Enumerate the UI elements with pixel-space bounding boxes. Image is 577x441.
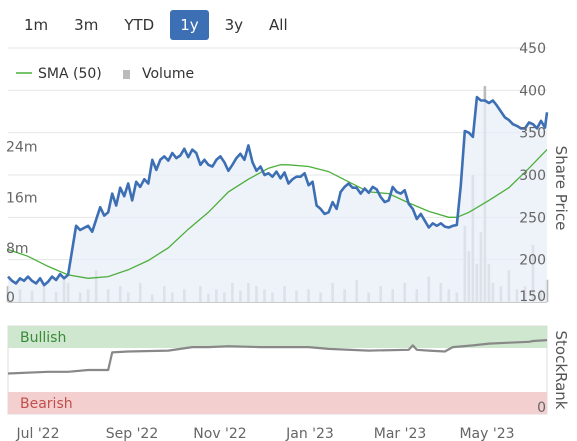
- range-button-3y[interactable]: 3y: [224, 16, 244, 34]
- price-tick-label: 350: [519, 126, 546, 142]
- volume-legend-swatch: [123, 70, 130, 79]
- price-tick-label: 200: [519, 253, 546, 269]
- price-area: [8, 97, 547, 302]
- x-tick-label: May '23: [459, 426, 514, 441]
- volume-tick-label: 8m: [6, 241, 29, 257]
- volume-bar: [6, 286, 10, 302]
- price-line: [7, 95, 549, 287]
- price-tick-label: 150: [519, 289, 546, 305]
- x-tick-label: Sep '22: [106, 426, 159, 441]
- range-button-all[interactable]: All: [269, 16, 288, 34]
- band-bullish: [8, 326, 547, 348]
- price-tick-label: 300: [519, 168, 546, 184]
- x-axis: Jul '22 Sep '22 Nov '22 Jan '23 Mar '23 May '…: [15, 426, 514, 441]
- volume-tick-label: 16m: [6, 190, 37, 206]
- stockrank-axis-label: StockRank: [552, 331, 570, 410]
- stockrank-panel: Bullish Bearish 0: [7, 325, 548, 416]
- volume-legend-label: Volume: [142, 66, 194, 82]
- range-button-3m[interactable]: 3m: [74, 16, 99, 34]
- stockrank-tick-label: 0: [537, 400, 546, 416]
- share-price-series: [7, 95, 549, 287]
- stockrank-series: [7, 339, 548, 375]
- band-label-bearish: Bearish: [20, 396, 73, 412]
- band-bearish: [8, 392, 547, 414]
- band-label-bullish: Bullish: [20, 330, 66, 346]
- range-button-1m[interactable]: 1m: [24, 16, 49, 34]
- x-tick-label: Jul '22: [15, 426, 59, 441]
- share-price-axis-label: Share Price: [552, 146, 570, 231]
- x-tick-label: Nov '22: [193, 426, 246, 441]
- range-button-ytd[interactable]: YTD: [124, 16, 155, 34]
- price-axis: 150 200 250 300 350 400 450: [519, 41, 546, 305]
- range-selector: 1m 3m YTD 1y 3y All: [14, 10, 298, 40]
- sma-legend-label: SMA (50): [38, 66, 102, 82]
- range-button-1y[interactable]: 1y: [170, 10, 209, 40]
- price-tick-label: 400: [519, 83, 546, 99]
- x-tick-label: Jan '23: [285, 426, 334, 441]
- volume-tick-label: 0: [6, 290, 15, 306]
- legend: SMA (50) Volume: [16, 66, 194, 82]
- x-tick-label: Mar '23: [374, 426, 427, 441]
- price-tick-label: 250: [519, 210, 546, 226]
- price-area-fill: [8, 97, 547, 302]
- price-tick-label: 450: [519, 41, 546, 57]
- volume-tick-label: 24m: [6, 140, 37, 156]
- volume-axis: 0 8m 16m 24m: [6, 140, 37, 306]
